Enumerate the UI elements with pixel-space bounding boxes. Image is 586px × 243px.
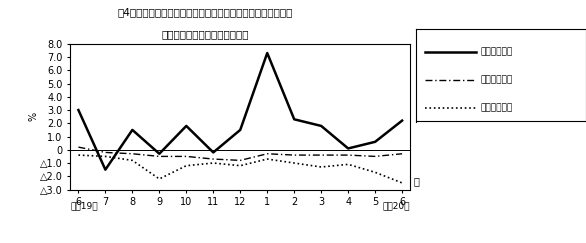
Text: 現金給与総額: 現金給与総額 [481,48,513,57]
Text: 月: 月 [414,176,420,186]
Text: 笥4図　　賃金、労働時間、常用雇用指数対前年同月比の推移: 笥4図 賃金、労働時間、常用雇用指数対前年同月比の推移 [117,7,293,17]
Y-axis label: %: % [28,112,39,121]
Text: 総実労働時間: 総実労働時間 [481,75,513,85]
Text: 平成20年: 平成20年 [383,202,410,211]
Text: 常用雇用指数: 常用雇用指数 [481,103,513,112]
Text: 平成19年: 平成19年 [70,202,98,211]
Text: （規横５人以上　調査産業計）: （規横５人以上 調査産業計） [161,29,249,39]
